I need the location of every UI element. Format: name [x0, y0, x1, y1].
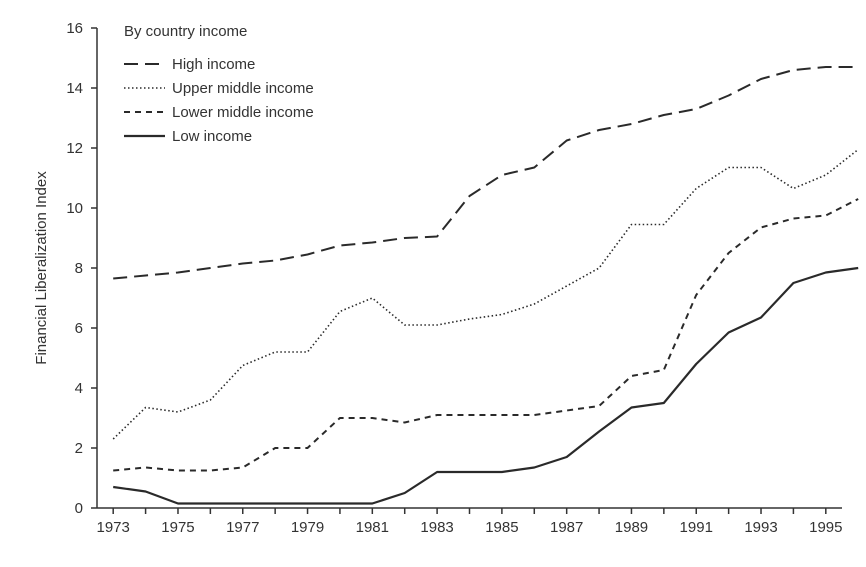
legend-label-1: Upper middle income [172, 80, 314, 97]
x-tick-label: 1987 [550, 519, 583, 536]
y-axis-title: Financial Liberalization Index [33, 171, 50, 365]
y-tick-label: 2 [75, 440, 83, 457]
y-tick-label: 4 [75, 380, 83, 397]
x-ticks: 1973 1975 1977 1979 1981 1983 1985 1987 1989 1991… [97, 508, 842, 536]
y-tick-label: 8 [75, 260, 83, 277]
x-tick-label: 1985 [485, 519, 518, 536]
x-tick-label: 1995 [809, 519, 842, 536]
series-lines [112, 66, 859, 505]
x-tick-label: 1977 [226, 519, 259, 536]
series-line-0 [113, 66, 859, 280]
x-tick-label: 1975 [161, 519, 194, 536]
legend: By country income High income Upper middl… [124, 23, 314, 145]
y-ticks: 0 2 4 6 8 10 12 14 16 [66, 20, 97, 517]
y-tick-label: 16 [66, 20, 83, 37]
series-line-1 [112, 148, 859, 440]
legend-label-3: Low income [172, 128, 252, 145]
y-tick-label: 10 [66, 200, 83, 217]
legend-label-2: Lower middle income [172, 104, 314, 121]
x-tick-label: 1973 [97, 519, 130, 536]
y-tick-label: 0 [75, 500, 83, 517]
series-line-2 [113, 198, 859, 472]
legend-title: By country income [124, 23, 247, 40]
x-tick-label: 1981 [356, 519, 389, 536]
series-line-3 [113, 266, 859, 505]
y-tick-label: 14 [66, 80, 83, 97]
x-tick-label: 1991 [680, 519, 713, 536]
x-tick-label: 1989 [615, 519, 648, 536]
y-tick-label: 12 [66, 140, 83, 157]
x-tick-label: 1983 [420, 519, 453, 536]
y-tick-label: 6 [75, 320, 83, 337]
legend-label-0: High income [172, 56, 255, 73]
x-tick-label: 1979 [291, 519, 324, 536]
x-tick-label: 1993 [744, 519, 777, 536]
